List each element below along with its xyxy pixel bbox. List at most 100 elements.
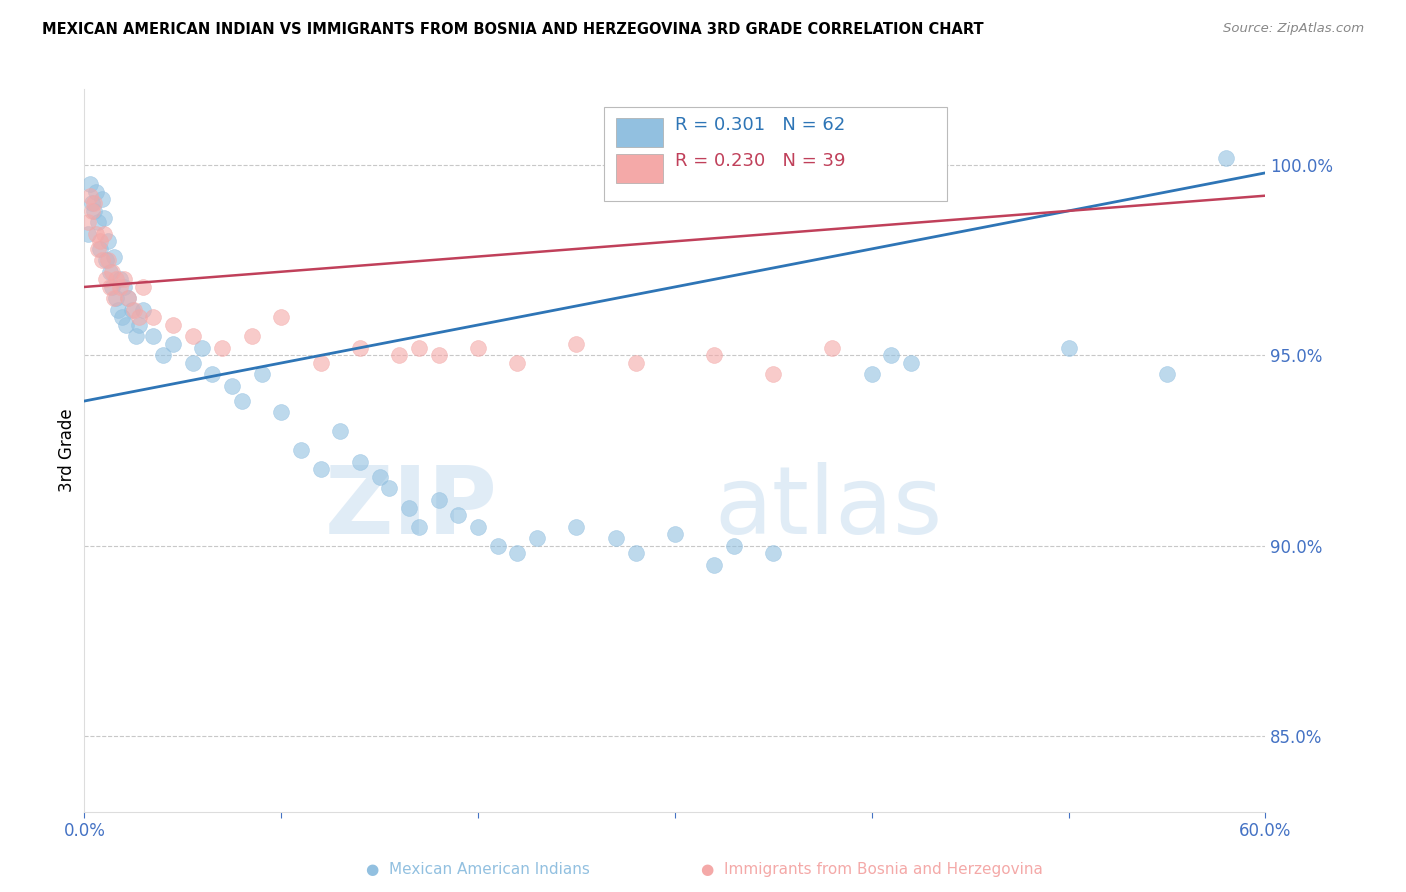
Point — [82, 203, 104, 218]
Point — [526, 531, 548, 545]
Point — [388, 348, 411, 362]
Point — [112, 272, 135, 286]
Point — [703, 558, 725, 572]
Point — [408, 341, 430, 355]
Point — [84, 227, 107, 241]
Point — [211, 341, 233, 355]
Point — [77, 227, 100, 241]
Point — [93, 211, 115, 226]
Point — [79, 178, 101, 192]
Point — [486, 539, 509, 553]
Point — [79, 188, 101, 202]
Point — [427, 492, 450, 507]
Point — [112, 280, 135, 294]
Point — [900, 356, 922, 370]
Point — [77, 215, 100, 229]
Text: ZIP: ZIP — [325, 462, 498, 554]
Point — [1156, 368, 1178, 382]
Point — [84, 185, 107, 199]
Point — [447, 508, 470, 522]
Point — [98, 280, 121, 294]
Point — [240, 329, 263, 343]
Point — [132, 280, 155, 294]
Point — [107, 302, 129, 317]
Point — [128, 318, 150, 332]
Point — [87, 242, 110, 256]
Point — [762, 368, 785, 382]
Point — [860, 368, 883, 382]
Point — [108, 280, 131, 294]
Point — [250, 368, 273, 382]
Point — [221, 379, 243, 393]
Point — [408, 519, 430, 533]
Point — [605, 531, 627, 545]
FancyBboxPatch shape — [605, 107, 946, 202]
Point — [181, 356, 204, 370]
Point — [152, 348, 174, 362]
Text: Source: ZipAtlas.com: Source: ZipAtlas.com — [1223, 22, 1364, 36]
Text: R = 0.301   N = 62: R = 0.301 N = 62 — [675, 116, 845, 135]
Text: MEXICAN AMERICAN INDIAN VS IMMIGRANTS FROM BOSNIA AND HERZEGOVINA 3RD GRADE CORR: MEXICAN AMERICAN INDIAN VS IMMIGRANTS FR… — [42, 22, 984, 37]
Point — [467, 519, 489, 533]
Point — [162, 318, 184, 332]
Bar — [616, 154, 664, 183]
Point — [290, 443, 312, 458]
Point — [124, 329, 146, 343]
Bar — [616, 118, 664, 147]
Point — [309, 462, 332, 476]
Text: atlas: atlas — [714, 462, 942, 554]
Point — [880, 348, 903, 362]
Point — [1057, 341, 1080, 355]
Point — [723, 539, 745, 553]
Point — [398, 500, 420, 515]
Point — [117, 291, 139, 305]
Point — [91, 253, 114, 268]
Y-axis label: 3rd Grade: 3rd Grade — [58, 409, 76, 492]
Point — [108, 272, 131, 286]
Point — [506, 356, 529, 370]
Point — [101, 265, 124, 279]
Point — [97, 253, 120, 268]
Point — [565, 337, 588, 351]
Point — [270, 310, 292, 325]
Point — [121, 302, 143, 317]
Point — [142, 329, 165, 343]
Point — [162, 337, 184, 351]
Point — [329, 425, 352, 439]
Point — [101, 280, 124, 294]
Point — [191, 341, 214, 355]
Point — [103, 291, 125, 305]
Text: ●  Immigrants from Bosnia and Herzegovina: ● Immigrants from Bosnia and Herzegovina — [700, 863, 1043, 877]
Point — [427, 348, 450, 362]
Text: R = 0.230   N = 39: R = 0.230 N = 39 — [675, 153, 845, 170]
Point — [87, 215, 110, 229]
Point — [89, 242, 111, 256]
Point — [94, 272, 117, 286]
Point — [94, 253, 117, 268]
Point — [349, 341, 371, 355]
Point — [1215, 151, 1237, 165]
Point — [111, 310, 134, 325]
Text: ●  Mexican American Indians: ● Mexican American Indians — [366, 863, 591, 877]
Point — [201, 368, 224, 382]
Point — [467, 341, 489, 355]
Point — [368, 470, 391, 484]
Point — [565, 519, 588, 533]
Point — [821, 341, 844, 355]
Point — [624, 356, 647, 370]
Point — [122, 302, 145, 317]
Point — [378, 482, 401, 496]
Point — [349, 455, 371, 469]
Point — [762, 546, 785, 560]
Point — [132, 302, 155, 317]
Point — [270, 405, 292, 419]
Point — [89, 235, 111, 249]
Point — [104, 272, 127, 286]
Point — [83, 203, 105, 218]
Point — [91, 193, 114, 207]
Point — [114, 318, 136, 332]
Point — [98, 265, 121, 279]
Point — [83, 196, 105, 211]
Point — [103, 250, 125, 264]
Point — [624, 546, 647, 560]
